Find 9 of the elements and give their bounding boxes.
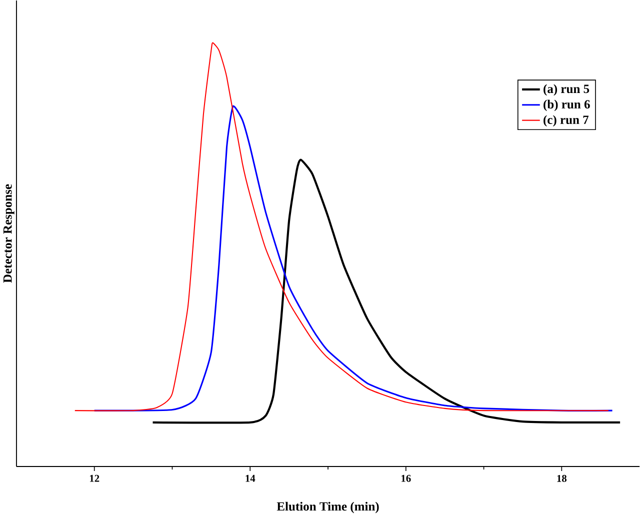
x-axis-title: Elution Time (min) (276, 502, 379, 514)
x-tick-label: 16 (402, 475, 411, 482)
legend-label: (c) run 7 (544, 115, 589, 127)
x-tick-label: 18 (557, 475, 567, 482)
legend-label: (a) run 5 (544, 84, 590, 96)
legend-label: (b) run 6 (544, 100, 590, 112)
y-axis-title: Detector Response (3, 184, 14, 283)
x-tick-label: 14 (246, 475, 256, 482)
x-tick-label: 12 (90, 475, 100, 482)
